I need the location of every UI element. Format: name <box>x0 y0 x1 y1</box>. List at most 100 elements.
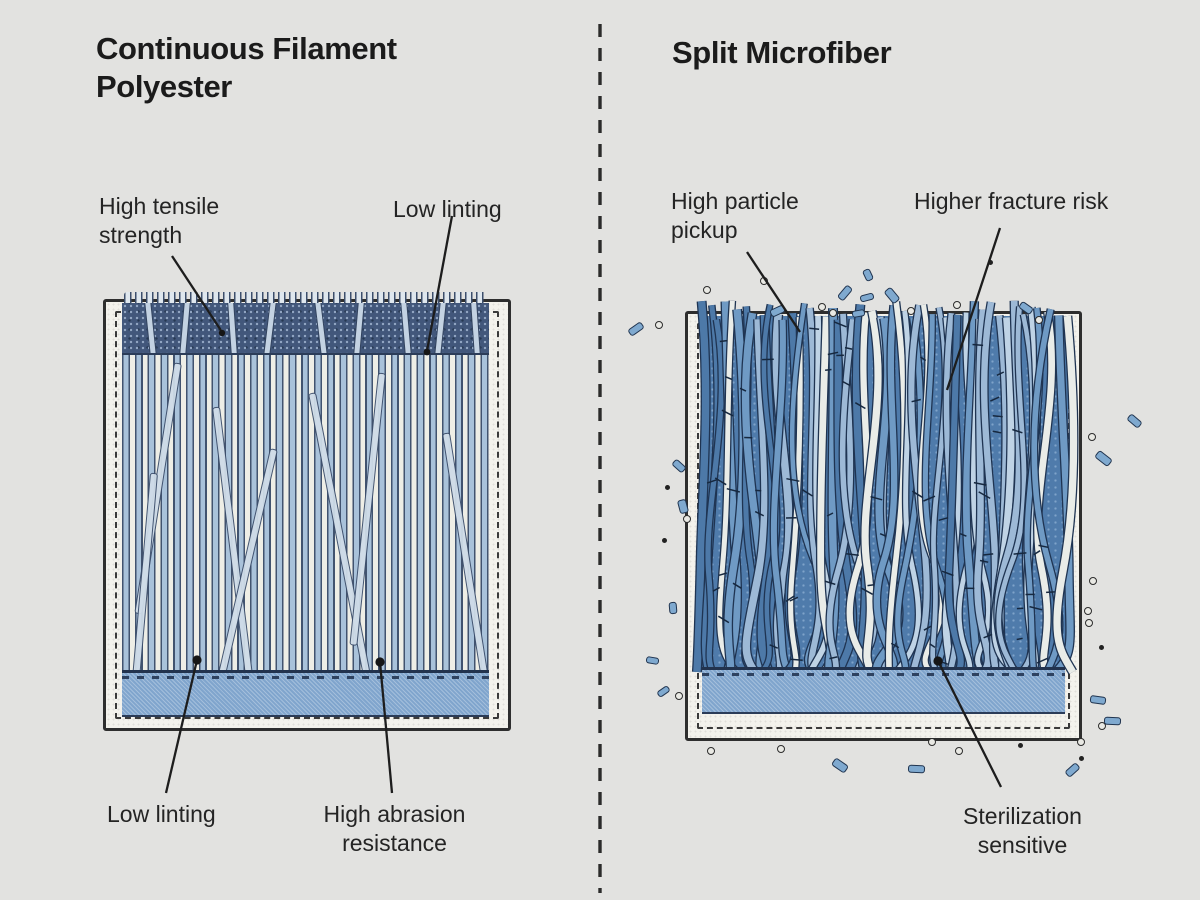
fracture-mark <box>739 387 747 392</box>
sealed-edge-band <box>702 667 1065 714</box>
fracture-mark <box>1029 605 1043 611</box>
fiber-fragment <box>627 321 645 337</box>
fiber-fragment <box>907 764 926 774</box>
fiber-fragment <box>1126 413 1143 429</box>
microfiber-strand <box>1053 315 1078 674</box>
fracture-mark <box>911 398 921 403</box>
fracture-mark <box>890 642 900 649</box>
fracture-mark <box>719 339 728 343</box>
band-fiber <box>470 303 482 353</box>
fiber-fragment <box>830 757 850 774</box>
fracture-mark <box>721 409 734 417</box>
fracture-mark <box>1033 550 1041 556</box>
debris-speck <box>1018 743 1023 748</box>
debris-speck <box>662 538 667 543</box>
fracture-mark <box>1046 591 1055 594</box>
fracture-mark <box>844 346 853 350</box>
debris-particle <box>655 321 663 329</box>
crossing-filament <box>442 432 489 670</box>
filament-fiber-area <box>122 292 489 717</box>
sealed-edge-band <box>122 670 489 717</box>
fracture-mark <box>983 633 993 639</box>
fracture-mark <box>769 644 779 649</box>
debris-particle <box>907 307 915 315</box>
fracture-mark <box>790 658 803 662</box>
fracture-mark <box>824 580 836 586</box>
microfiber-strand <box>705 319 725 673</box>
fiber-fragment <box>656 684 671 699</box>
debris-speck <box>988 260 993 265</box>
fracture-mark <box>754 510 765 517</box>
microfiber-fiber-area <box>691 300 1079 676</box>
fracture-mark <box>1012 428 1023 434</box>
band-fiber <box>314 303 329 353</box>
fracture-mark <box>867 584 875 587</box>
microfiber-strand <box>991 317 1018 675</box>
fracture-mark <box>1036 657 1048 664</box>
fracture-mark <box>827 351 839 356</box>
parallel-filament-field <box>122 355 489 670</box>
split-microfiber-swatch <box>685 300 1082 741</box>
debris-speck <box>1079 756 1084 761</box>
fracture-mark <box>833 321 847 328</box>
fracture-mark <box>870 495 883 501</box>
debris-particle <box>777 745 785 753</box>
dense-weave-band <box>122 303 489 355</box>
fracture-mark <box>809 327 820 330</box>
fracture-mark <box>712 586 721 592</box>
fracture-mark <box>846 552 859 557</box>
left-panel-title: Continuous Filament Polyester <box>96 31 397 105</box>
fracture-mark <box>992 430 1002 434</box>
annotation-higher-fracture-risk: Higher fracture risk <box>914 188 1109 214</box>
fracture-mark <box>983 553 994 556</box>
debris-particle <box>1035 316 1043 324</box>
band-fiber <box>262 303 277 353</box>
fracture-mark <box>1013 552 1027 555</box>
debris-particle <box>1089 577 1097 585</box>
fracture-mark <box>1016 637 1023 641</box>
fracture-mark <box>802 489 813 497</box>
debris-particle <box>760 277 768 285</box>
annotation-high-tensile-strength: High tensile strength <box>99 193 220 249</box>
fracture-mark <box>785 595 796 603</box>
band-fiber <box>144 303 158 353</box>
fracture-mark <box>854 402 866 410</box>
right-panel-title: Split Microfiber <box>672 35 892 70</box>
fracture-mark <box>959 533 967 537</box>
fracture-mark <box>717 615 730 624</box>
debris-particle <box>1085 619 1093 627</box>
fiber-fragment <box>1089 694 1107 706</box>
debris-particle <box>818 303 826 311</box>
fracture-mark <box>972 343 984 347</box>
fracture-mark <box>1038 544 1049 549</box>
fracture-mark <box>919 356 927 362</box>
debris-particle <box>1098 722 1106 730</box>
fiber-fragment <box>668 601 678 615</box>
band-fiber <box>227 303 239 353</box>
fracture-mark <box>989 396 1000 402</box>
fracture-mark <box>789 596 799 602</box>
fracture-mark <box>714 477 727 486</box>
debris-particle <box>1088 433 1096 441</box>
microfiber-strand <box>996 306 1027 674</box>
annotation-high-abrasion-resistance: High abrasion resistance <box>323 801 466 857</box>
debris-particle <box>707 747 715 755</box>
fiber-fragment <box>861 267 875 283</box>
annotation-low-linting-top: Low linting <box>393 196 502 222</box>
fracture-mark <box>825 368 832 371</box>
tangled-microfiber-field <box>691 300 1079 676</box>
microfiber-strand <box>885 301 907 673</box>
fracture-mark <box>911 490 924 499</box>
fracture-mark <box>718 572 728 577</box>
microfiber-strand <box>895 317 924 673</box>
fracture-mark <box>973 481 987 486</box>
band-fiber <box>352 303 365 353</box>
debris-speck <box>1099 645 1104 650</box>
fracture-mark <box>724 375 732 380</box>
debris-particle <box>829 309 837 317</box>
fracture-mark <box>929 643 936 649</box>
stitch-marks <box>702 673 1065 676</box>
fracture-mark <box>842 380 851 387</box>
fiber-fragment <box>1094 449 1113 468</box>
